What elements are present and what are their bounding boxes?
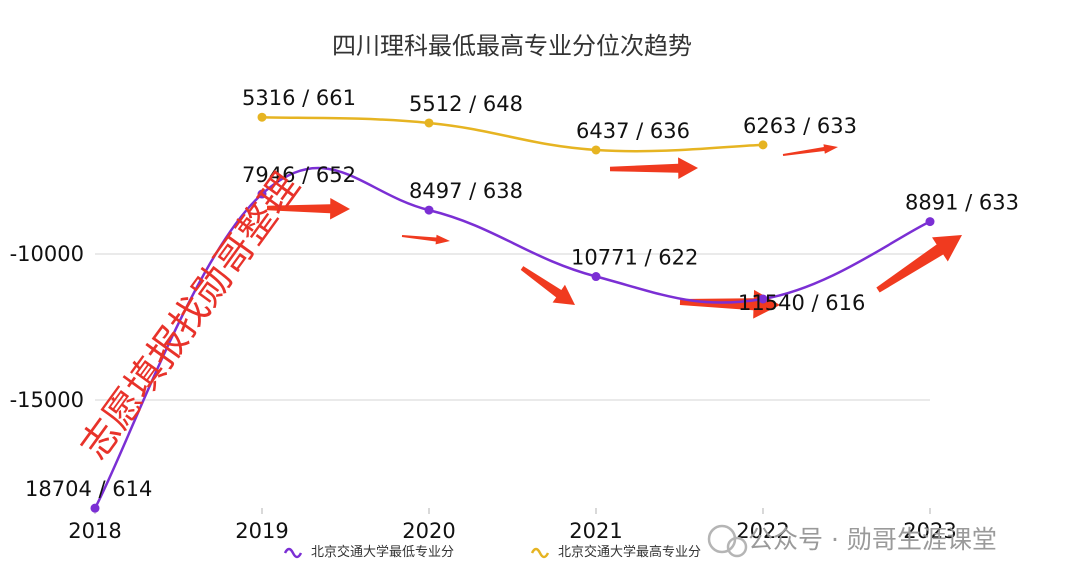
trend-arrow bbox=[266, 197, 350, 220]
trend-arrow bbox=[609, 157, 698, 180]
legend-label: 北京交通大学最高专业分 bbox=[558, 544, 701, 560]
x-tick-label: 2023 bbox=[903, 519, 956, 543]
data-point bbox=[424, 205, 434, 215]
data-label: 10771 / 622 bbox=[571, 246, 698, 270]
x-tick-label: 2019 bbox=[235, 519, 288, 543]
legend-swatch bbox=[530, 547, 550, 559]
data-point bbox=[925, 217, 935, 227]
data-point bbox=[424, 118, 434, 128]
series-layer: 18704 / 614 7946 / 652 8497 / 638 10771 / 6… bbox=[25, 86, 1019, 513]
data-point bbox=[758, 140, 768, 150]
y-axis: -10000 -15000 bbox=[10, 242, 84, 412]
data-label: 6437 / 636 bbox=[576, 119, 690, 143]
data-label: 6263 / 633 bbox=[743, 114, 857, 138]
x-tick-label: 2022 bbox=[736, 519, 789, 543]
grid bbox=[95, 253, 930, 401]
series-line bbox=[261, 115, 764, 153]
data-point bbox=[591, 145, 601, 155]
chart-title: 四川理科最低最高专业分位次趋势 bbox=[332, 32, 692, 60]
data-point bbox=[257, 112, 267, 122]
data-label: 7946 / 652 bbox=[242, 163, 356, 187]
series-1: 5316 / 661 5512 / 648 6437 / 636 6263 / 633 bbox=[242, 86, 857, 155]
legend-label: 北京交通大学最低专业分 bbox=[311, 544, 454, 560]
series-line bbox=[93, 166, 931, 509]
watermark: 志愿填报找勋哥整理 bbox=[72, 165, 309, 468]
data-label: 11540 / 616 bbox=[738, 291, 865, 315]
x-tick-label: 2018 bbox=[68, 519, 121, 543]
footer-text: 公众号 · 勋哥生涯课堂 bbox=[748, 525, 997, 554]
footer-logo: 公众号 · 勋哥生涯课堂 bbox=[707, 524, 997, 558]
data-point bbox=[591, 272, 601, 282]
data-label: 8497 / 638 bbox=[409, 179, 523, 203]
x-tick-label: 2021 bbox=[569, 519, 622, 543]
trend-arrows bbox=[266, 144, 962, 319]
trend-arrow bbox=[520, 266, 575, 305]
data-point bbox=[90, 503, 100, 513]
wechat-icon-dot bbox=[726, 536, 748, 558]
trend-arrow bbox=[679, 289, 780, 319]
trend-arrow bbox=[782, 144, 838, 156]
trend-arrow bbox=[401, 234, 450, 245]
data-label: 5512 / 648 bbox=[409, 92, 523, 116]
series-0: 18704 / 614 7946 / 652 8497 / 638 10771 / 6… bbox=[25, 163, 1019, 513]
data-point bbox=[257, 189, 267, 199]
trend-arrow bbox=[876, 235, 962, 293]
y-tick-label: -10000 bbox=[10, 242, 84, 266]
data-label: 8891 / 633 bbox=[905, 191, 1019, 215]
x-axis: 2018 2019 2020 2021 2022 2023 bbox=[68, 508, 957, 543]
legend-swatch bbox=[283, 547, 303, 559]
legend: 北京交通大学最低专业分 北京交通大学最高专业分 bbox=[283, 544, 701, 560]
data-label: 5316 / 661 bbox=[242, 86, 356, 110]
data-label: 18704 / 614 bbox=[25, 477, 152, 501]
x-tick-label: 2020 bbox=[402, 519, 455, 543]
y-tick-label: -15000 bbox=[10, 388, 84, 412]
data-point bbox=[758, 294, 768, 304]
